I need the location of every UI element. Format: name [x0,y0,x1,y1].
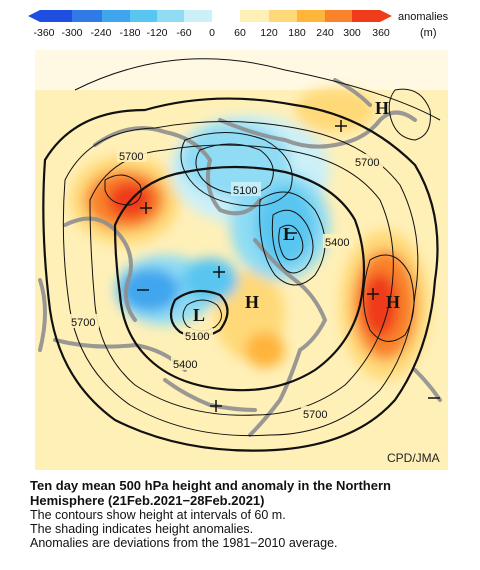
colorbar-tick: -180 [119,27,140,39]
colorbar-segment [240,10,269,22]
negative-anomaly [255,185,315,265]
contour-line [42,97,439,452]
plus-mark [367,288,379,300]
high-pressure-marker: H [245,292,259,312]
colorbar-segment [157,10,184,22]
contour-line [74,58,441,121]
contour-line [180,132,293,207]
caption-shading-note: The shading indicates height anomalies. [30,522,254,536]
contour-line [182,299,222,332]
plus-mark [213,266,225,278]
coastline [253,238,327,352]
colorbar-segment [212,10,240,22]
colorbar-tick: 180 [288,27,306,39]
positive-anomaly [362,273,398,337]
contour-label: 5700 [355,157,379,169]
colorbar-tick: 300 [343,27,361,39]
colorbar-tick: -240 [90,27,111,39]
high-pressure-marker: H [386,292,400,312]
coastline [248,348,302,437]
colorbar-tick: -120 [146,27,167,39]
contour-label: 5400 [173,359,197,371]
colorbar-tick: 60 [234,27,246,39]
caption-title-line-1: Ten day mean 500 hPa height and anomaly … [30,478,391,493]
colorbar-tick: 240 [316,27,334,39]
contour-label: 5400 [325,237,349,249]
contour-label: 5700 [119,151,143,163]
colorbar-tick: 0 [209,27,215,39]
coastline [53,338,187,372]
colorbar-tick: 360 [372,27,390,39]
colorbar-left-arrow [28,10,40,22]
colorbar-segments [40,10,380,22]
colorbar-tick: -300 [61,27,82,39]
positive-anomaly [295,88,375,132]
colorbar-tick: -60 [176,27,191,39]
contour-line [169,289,229,338]
contour-line [278,224,304,261]
coastline [218,110,417,149]
contour-line [259,191,326,286]
contour-line [104,174,142,206]
colorbar-segment [325,10,352,22]
contour-labels: 5700 5100 5400 5700 5100 5400 5700 5700 [69,148,383,421]
contour-label: 5700 [303,409,327,421]
plus-mark [140,202,152,214]
positive-anomaly [245,332,285,368]
low-pressure-marker: L [283,224,295,244]
hemisphere-map: 5700 5100 5400 5700 5100 5400 5700 5700 … [35,50,448,470]
colorbar-segment [297,10,325,22]
contour-label: 5100 [185,331,209,343]
colorbar-segment [352,10,380,22]
anomaly-neutral-region [35,50,448,90]
caption-contour-note: The contours show height at intervals of… [30,508,286,522]
colorbar-segment [269,10,297,22]
anomaly-colorbar: -360 -300 -240 -180 -120 -60 0 60 120 18… [28,10,449,39]
colorbar-segment [130,10,157,22]
negative-anomaly [120,268,180,312]
caption-title-line-2: Hemisphere (21Feb.2021−28Feb.2021) [30,493,265,508]
negative-anomaly [182,258,238,302]
colorbar-tick: 120 [260,27,278,39]
colorbar-legend-title: anomalies [398,11,449,23]
contour-line [62,121,419,437]
figure-caption: Ten day mean 500 hPa height and anomaly … [30,478,470,550]
coastline [38,278,47,352]
caption-anomaly-note: Anomalies are deviations from the 1981−2… [30,536,338,550]
plus-mark [210,400,222,412]
contour-label: 5700 [71,317,95,329]
colorbar-tick: -360 [33,27,54,39]
colorbar-segment [72,10,102,22]
colorbar-segment [40,10,72,22]
map-credit: CPD/JMA [387,451,440,465]
coastline [93,126,262,216]
contour-line [113,165,366,392]
colorbar-segment [102,10,130,22]
contour-line [388,88,431,141]
plus-mark [335,120,347,132]
contour-line [89,144,394,416]
coastline [63,216,137,322]
contour-label: 5100 [233,185,257,197]
colorbar-segment [184,10,212,22]
contour-line [363,254,415,342]
colorbar-right-arrow [380,10,392,22]
colorbar-legend-unit: (m) [420,27,437,39]
low-pressure-marker: L [193,305,205,325]
height-contours [42,58,441,452]
coastline [163,378,257,412]
land-outlines [38,78,442,437]
contour-line [271,209,314,274]
center-marks [137,120,440,412]
high-pressure-marker: H [375,98,389,118]
